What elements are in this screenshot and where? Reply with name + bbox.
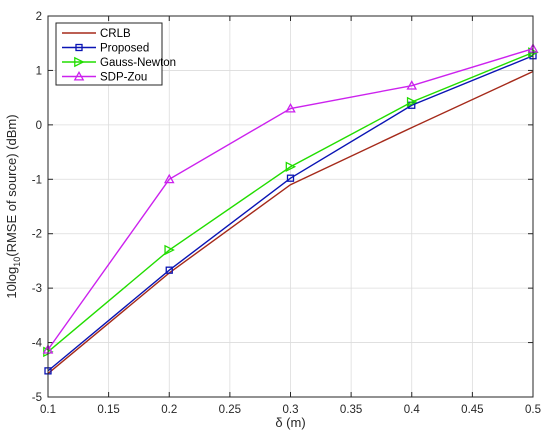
legend: CRLB Proposed Gauss-Newton SDP-Zou [55,22,176,86]
y-tick-label: 1 [36,65,42,77]
legend-entry: CRLB [62,28,131,40]
y-tick-label: -1 [32,174,42,186]
data-series [42,43,539,375]
legend-entry: SDP-Zou [62,70,147,84]
data-point [165,266,173,274]
legend-marker [73,70,85,81]
series-line [47,47,534,351]
legend-marker [74,56,85,68]
data-point [285,102,296,113]
x-tick-label: 0.1 [40,404,56,416]
legend-entry: Gauss-Newton [62,56,176,69]
legend-label: SDP-Zou [100,72,147,84]
x-tick-label: 0.4 [404,404,421,416]
y-tick-label: -3 [32,283,42,295]
legend-entry: Proposed [62,43,149,55]
x-tick-label: 0.15 [97,404,119,416]
y-tick-label: -4 [32,338,43,350]
x-tick-label: 0.25 [219,404,241,416]
data-point [406,80,418,90]
x-tick-label: 0.3 [283,404,299,416]
y-axis-label-suffix: (RMSE of source) (dBm) [4,114,19,256]
legend-label: CRLB [100,28,131,40]
x-tick-label: 0.45 [461,404,483,416]
data-point [285,161,297,173]
legend-label: Proposed [100,43,149,55]
legend-label: Gauss-Newton [100,57,176,69]
legend-marker [75,43,83,52]
x-axis-label: δ (m) [275,415,305,430]
x-tick-label: 0.35 [340,404,362,416]
axis-ticks: 0.1 0.15 0.2 0.25 0.3 0.35 0.4 0.45 0.5 -5 -4 -3 -2 -… [32,11,541,416]
series-line [47,70,534,375]
data-point [164,244,175,256]
plot-frame [47,15,534,398]
x-tick-label: 0.2 [161,404,177,416]
y-axis-label: 10log10(RMSE of source) (dBm) [4,114,22,298]
y-tick-label: -2 [32,229,42,241]
data-point [406,96,418,108]
y-tick-label: -5 [32,392,42,404]
y-axis-label-subscript: 10 [12,257,22,267]
series-line [47,51,534,353]
series-crlb [47,70,534,375]
x-tick-label: 0.5 [525,404,541,416]
data-point [163,173,175,184]
y-tick-label: 0 [36,120,42,132]
series-line [47,55,534,372]
data-point [286,174,295,182]
y-axis-label-prefix: 10log [4,267,19,299]
y-tick-label: 2 [36,11,42,23]
